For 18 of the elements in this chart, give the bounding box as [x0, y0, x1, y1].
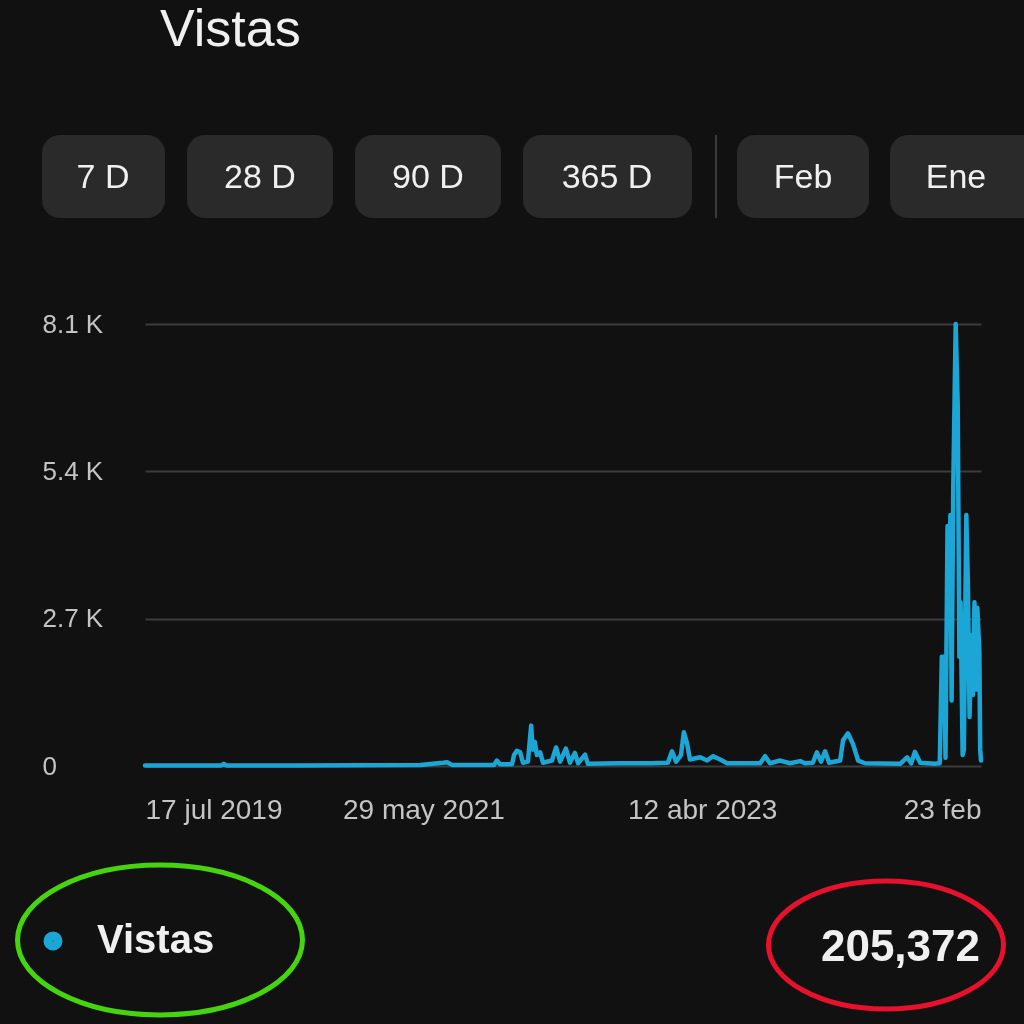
y-tick-label: 2.7 K	[42, 603, 104, 634]
text: 90 D	[392, 157, 464, 195]
y-tick-label: 8.1 K	[42, 308, 104, 339]
y-tick-label: 0	[42, 750, 57, 781]
text: 205,372	[820, 921, 980, 970]
text: Feb	[773, 157, 833, 195]
x-tick-label: 12 abr 2023	[627, 793, 778, 825]
text: 365 D	[561, 157, 653, 195]
text: 28 D	[224, 157, 296, 195]
text: Ene	[925, 157, 987, 195]
line-series	[142, 321, 984, 768]
x-tick-label: 23 feb	[903, 793, 982, 825]
text: 7 D	[76, 157, 130, 195]
x-tick-label: 17 jul 2019	[145, 793, 283, 825]
chart-title: Vistas	[160, 0, 301, 57]
legend-label: Vistas	[97, 917, 215, 961]
x-tick-label: 29 may 2021	[342, 793, 505, 825]
y-tick-label: 5.4 K	[42, 455, 104, 486]
